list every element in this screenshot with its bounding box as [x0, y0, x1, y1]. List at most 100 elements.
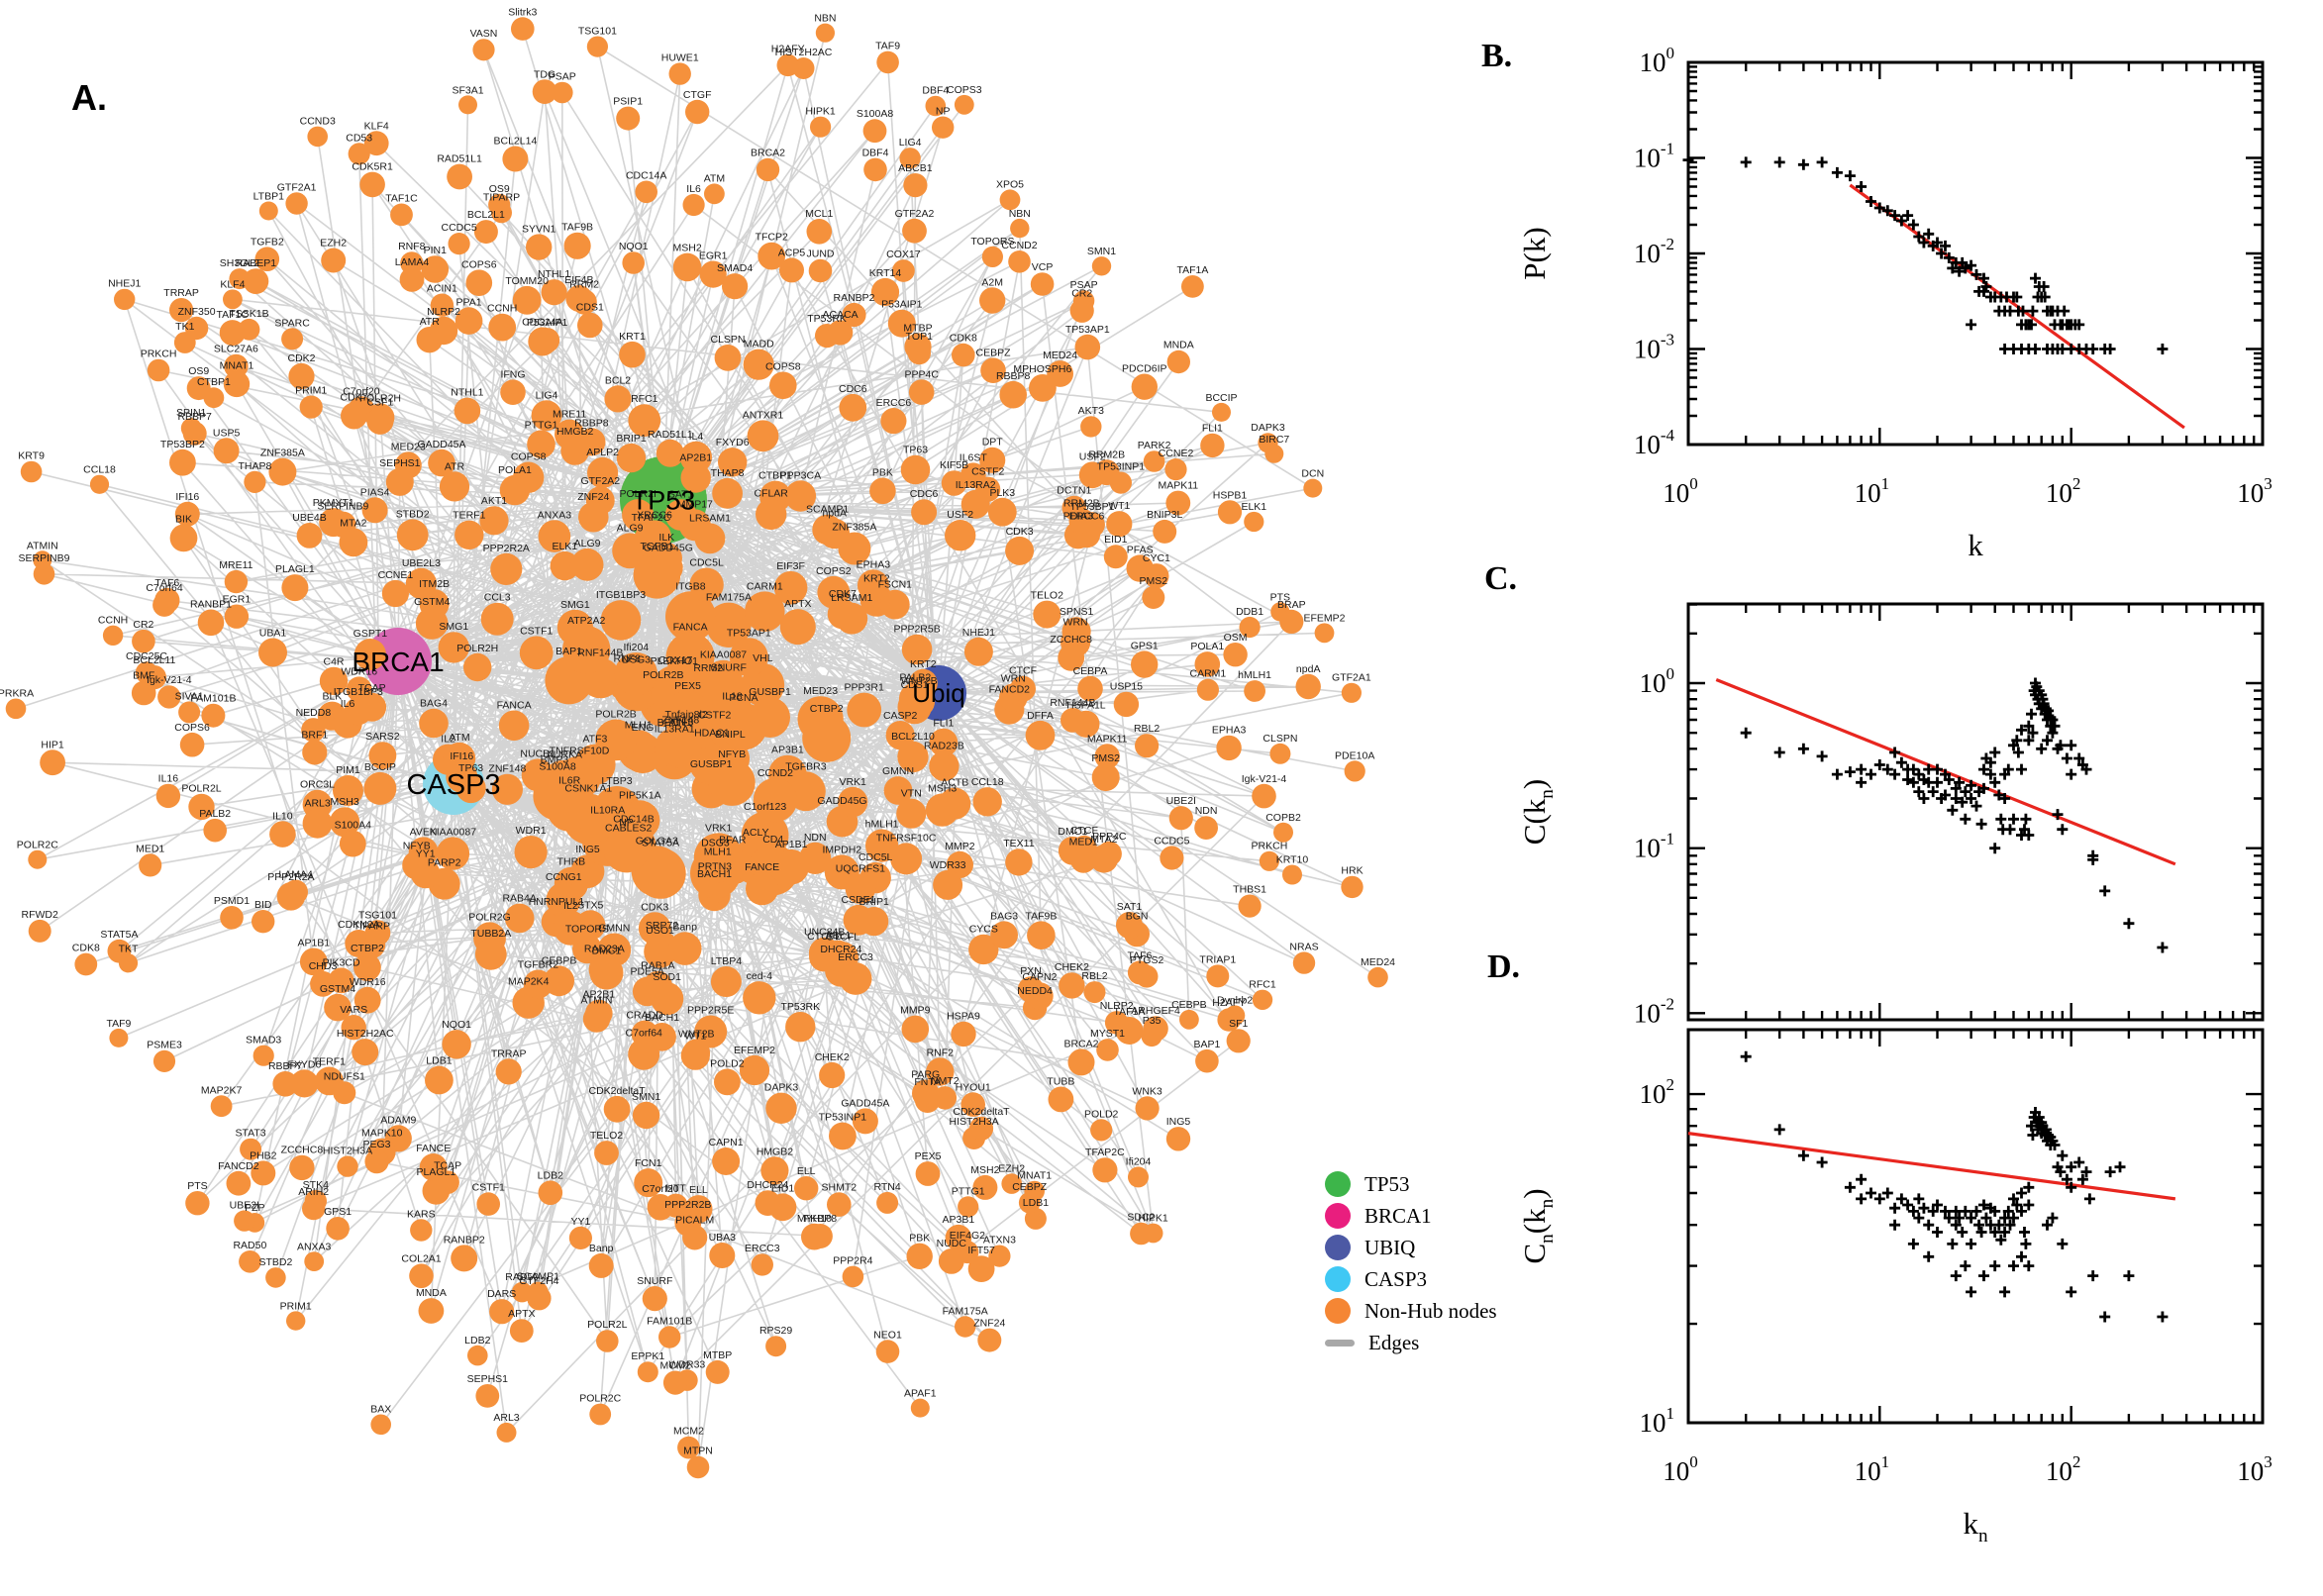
svg-text:Banp: Banp — [672, 921, 697, 933]
svg-text:TGFBR3: TGFBR3 — [785, 760, 827, 772]
svg-text:IL2: IL2 — [563, 900, 578, 912]
svg-text:BACH1: BACH1 — [645, 1012, 679, 1024]
svg-text:SARS2: SARS2 — [365, 731, 400, 743]
svg-text:RRM2B: RRM2B — [1088, 449, 1125, 460]
svg-text:TFAP2C: TFAP2C — [1085, 1147, 1125, 1158]
svg-text:MED1: MED1 — [136, 843, 164, 854]
svg-text:BIK: BIK — [175, 514, 192, 526]
svg-text:HRK: HRK — [1341, 865, 1363, 877]
svg-text:MAP2K4: MAP2K4 — [508, 976, 550, 988]
svg-text:C7orf20: C7orf20 — [642, 1183, 679, 1195]
svg-text:CSTF1: CSTF1 — [472, 1181, 505, 1193]
svg-text:HIPK1: HIPK1 — [805, 106, 836, 118]
svg-text:FANCE: FANCE — [745, 861, 779, 873]
svg-text:FANCA: FANCA — [673, 622, 708, 634]
svg-text:ELK1: ELK1 — [1241, 501, 1266, 513]
svg-text:10-1: 10-1 — [1634, 140, 1674, 173]
svg-text:NP: NP — [936, 106, 951, 118]
svg-text:DHCR24: DHCR24 — [747, 1179, 788, 1191]
svg-text:PARK2: PARK2 — [1138, 440, 1171, 451]
svg-text:100: 100 — [1640, 664, 1675, 698]
svg-text:NRAS: NRAS — [1289, 941, 1318, 952]
svg-text:EID1: EID1 — [1104, 534, 1128, 546]
svg-text:SMAD4: SMAD4 — [717, 262, 753, 274]
svg-text:ERCC3: ERCC3 — [838, 951, 873, 963]
svg-text:BCL2L10: BCL2L10 — [891, 731, 935, 743]
svg-text:COPS8: COPS8 — [765, 361, 801, 373]
svg-text:MYH10: MYH10 — [797, 1213, 832, 1225]
svg-text:POLR2C: POLR2C — [17, 840, 58, 851]
svg-text:VASN: VASN — [470, 28, 498, 40]
svg-text:RAB4A: RAB4A — [502, 893, 536, 905]
svg-text:COPS2: COPS2 — [816, 565, 852, 577]
svg-text:UQCRFS1: UQCRFS1 — [836, 863, 885, 875]
svg-text:CDC6: CDC6 — [910, 488, 939, 500]
svg-text:CCNE2: CCNE2 — [1159, 448, 1194, 459]
svg-text:WDR16: WDR16 — [341, 665, 377, 677]
node-swatch-icon — [1325, 1298, 1351, 1324]
svg-text:POLR2C: POLR2C — [579, 1393, 621, 1405]
svg-text:THAP8: THAP8 — [711, 467, 745, 479]
svg-text:MED23: MED23 — [803, 685, 838, 697]
svg-text:ERCC6: ERCC6 — [876, 397, 912, 409]
svg-text:PARG: PARG — [911, 1069, 940, 1081]
svg-text:IFI16: IFI16 — [450, 750, 473, 762]
svg-text:FAM101B: FAM101B — [190, 693, 236, 705]
svg-text:PEG3: PEG3 — [362, 1139, 390, 1150]
svg-text:DFFA: DFFA — [1027, 710, 1054, 722]
svg-text:ZCCHC8: ZCCHC8 — [1050, 634, 1092, 646]
svg-text:FNTA: FNTA — [914, 1076, 941, 1088]
svg-text:CDK2deltaT: CDK2deltaT — [953, 1106, 1010, 1118]
svg-text:CASP2: CASP2 — [883, 710, 918, 722]
svg-text:BCL2: BCL2 — [605, 374, 631, 386]
svg-text:SNURF: SNURF — [711, 662, 747, 674]
svg-text:UBE4B: UBE4B — [292, 512, 326, 524]
svg-text:TNFRSF10C: TNFRSF10C — [876, 832, 937, 844]
svg-text:DAPK3: DAPK3 — [1251, 422, 1285, 434]
svg-text:PSME3: PSME3 — [147, 1040, 182, 1051]
svg-text:CAPN2: CAPN2 — [1022, 971, 1057, 983]
svg-text:A2M: A2M — [981, 276, 1003, 288]
svg-text:XRCC6: XRCC6 — [637, 510, 672, 522]
svg-text:WDR1: WDR1 — [516, 825, 547, 837]
svg-text:SF3A1: SF3A1 — [452, 84, 483, 96]
svg-text:WNT2B: WNT2B — [678, 1028, 715, 1040]
svg-text:RBBP7: RBBP7 — [268, 1060, 303, 1072]
svg-text:TOPORS: TOPORS — [970, 236, 1014, 248]
svg-text:HNRNPUL1: HNRNPUL1 — [529, 896, 585, 908]
svg-text:CTCFL: CTCFL — [807, 931, 841, 943]
svg-text:UBE2I: UBE2I — [230, 1199, 259, 1211]
svg-text:WDR33: WDR33 — [669, 1358, 706, 1370]
svg-text:TP53INP1: TP53INP1 — [1097, 461, 1146, 473]
svg-text:COL2A1: COL2A1 — [401, 1252, 441, 1264]
svg-text:NUCB1: NUCB1 — [520, 748, 556, 759]
svg-text:TNFRSF10D: TNFRSF10D — [550, 746, 610, 757]
svg-text:TP53INP1: TP53INP1 — [819, 1112, 867, 1124]
svg-text:CCL18: CCL18 — [971, 776, 1004, 788]
svg-text:PPP3CA: PPP3CA — [780, 469, 821, 481]
svg-text:TRIAP1: TRIAP1 — [1199, 953, 1236, 965]
svg-text:EPHA3: EPHA3 — [1212, 725, 1247, 737]
svg-text:YY1: YY1 — [570, 1216, 590, 1228]
svg-text:CDC14B: CDC14B — [613, 813, 654, 825]
network-legend: TP53 BRCA1 UBIQ CASP3 Non-Hub nodes Edges — [1325, 1168, 1497, 1358]
svg-text:AKT1: AKT1 — [481, 495, 507, 507]
svg-text:MSH3: MSH3 — [331, 796, 359, 808]
svg-text:SERPINB9: SERPINB9 — [19, 552, 70, 564]
panel-c-plot: 100 10-1 10-2 C(kn​) — [1517, 602, 2265, 1028]
svg-text:HTT: HTT — [665, 1183, 686, 1195]
svg-text:BMP3: BMP3 — [541, 754, 569, 766]
svg-text:C7orf64: C7orf64 — [626, 1028, 663, 1040]
svg-text:ATMIN: ATMIN — [27, 540, 58, 551]
svg-text:USP5: USP5 — [213, 427, 241, 439]
fit-line-d — [1687, 1132, 2176, 1201]
svg-text:HMGB2: HMGB2 — [757, 1146, 794, 1157]
svg-text:CLSPN: CLSPN — [710, 334, 745, 346]
svg-text:GMNN: GMNN — [882, 765, 914, 777]
svg-text:ANTXR1: ANTXR1 — [743, 409, 784, 421]
svg-text:APLP2: APLP2 — [586, 447, 619, 458]
svg-text:LDB1: LDB1 — [1023, 1197, 1049, 1209]
svg-text:ING5: ING5 — [1166, 1116, 1191, 1128]
svg-text:LIG4: LIG4 — [536, 389, 558, 401]
